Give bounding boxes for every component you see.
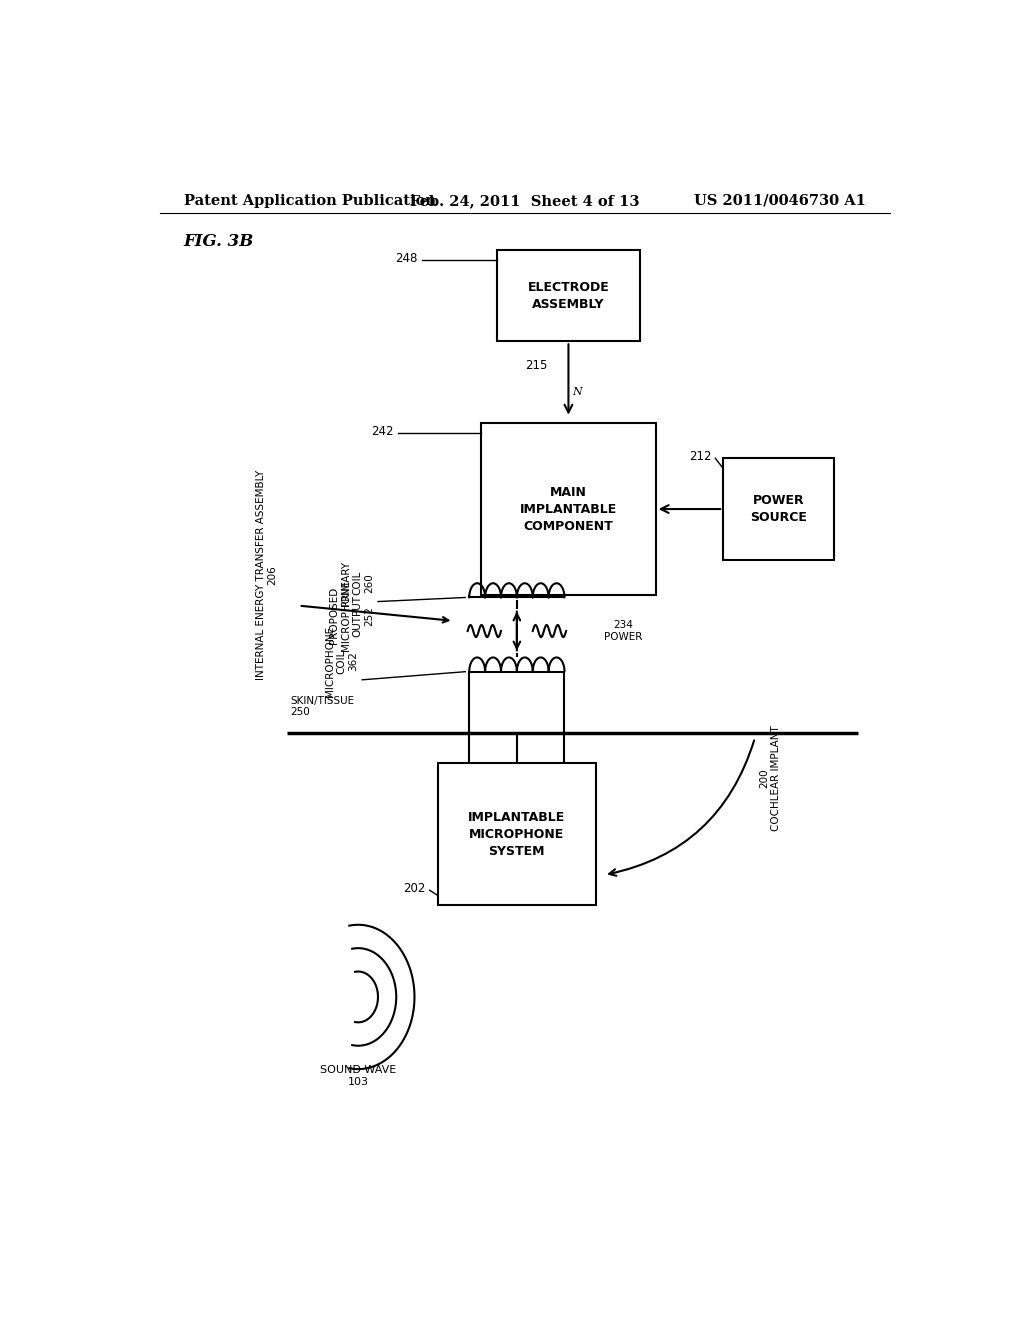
Text: 248: 248 — [395, 252, 418, 265]
Text: 212: 212 — [689, 450, 712, 463]
Text: IMPLANTABLE
MICROPHONE
SYSTEM: IMPLANTABLE MICROPHONE SYSTEM — [468, 810, 565, 858]
Text: POWER
SOURCE: POWER SOURCE — [751, 494, 807, 524]
Text: 242: 242 — [372, 425, 394, 438]
Text: PRIMARY
COIL
260: PRIMARY COIL 260 — [341, 561, 374, 606]
Text: ELECTRODE
ASSEMBLY: ELECTRODE ASSEMBLY — [527, 281, 609, 310]
Text: MAIN
IMPLANTABLE
COMPONENT: MAIN IMPLANTABLE COMPONENT — [520, 486, 617, 532]
Text: FIG. 3B: FIG. 3B — [183, 232, 254, 249]
Text: US 2011/0046730 A1: US 2011/0046730 A1 — [694, 194, 866, 209]
Text: INTERNAL ENERGY TRANSFER ASSEMBLY
206: INTERNAL ENERGY TRANSFER ASSEMBLY 206 — [256, 470, 278, 680]
Text: 200
COCHLEAR IMPLANT: 200 COCHLEAR IMPLANT — [759, 726, 780, 832]
Bar — [481, 422, 655, 595]
Text: 234
POWER: 234 POWER — [604, 620, 642, 642]
Bar — [437, 763, 596, 906]
Bar — [497, 249, 640, 342]
Text: PROPOSED
MICROPHONE
OUTPUT
252: PROPOSED MICROPHONE OUTPUT 252 — [329, 581, 374, 651]
Text: Feb. 24, 2011  Sheet 4 of 13: Feb. 24, 2011 Sheet 4 of 13 — [410, 194, 640, 209]
Text: MICROPHONE
COIL
362: MICROPHONE COIL 362 — [325, 626, 358, 697]
Text: 215: 215 — [524, 359, 547, 372]
Text: 202: 202 — [403, 882, 426, 895]
Text: Patent Application Publication: Patent Application Publication — [183, 194, 435, 209]
Text: SKIN/TISSUE
250: SKIN/TISSUE 250 — [291, 696, 354, 718]
Bar — [723, 458, 835, 560]
Text: SOUND WAVE
103: SOUND WAVE 103 — [321, 1065, 396, 1086]
Text: N: N — [572, 387, 583, 397]
